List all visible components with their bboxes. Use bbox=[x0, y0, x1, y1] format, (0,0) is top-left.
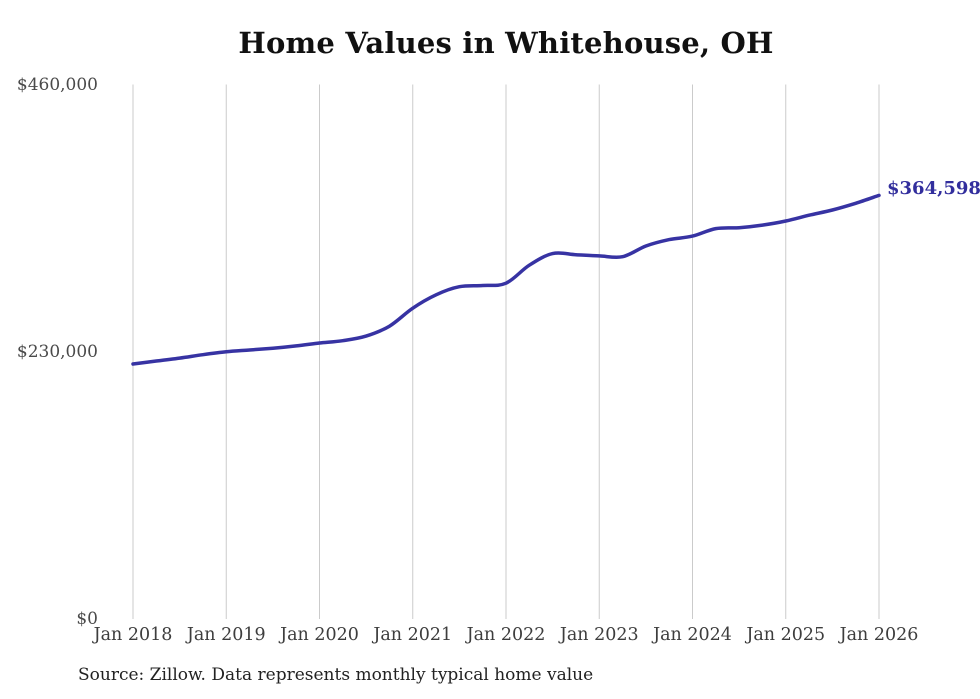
x-tick-label: Jan 2021 bbox=[373, 625, 453, 645]
source-note: Source: Zillow. Data represents monthly … bbox=[78, 665, 594, 685]
x-tick-label: Jan 2023 bbox=[559, 625, 639, 645]
y-tick-label: $460,000 bbox=[16, 74, 98, 95]
x-tick-label: Jan 2020 bbox=[280, 625, 359, 645]
y-tick-label: $0 bbox=[76, 609, 98, 629]
x-tick-label: Jan 2019 bbox=[186, 625, 266, 645]
latest-value-annotation: $364,598 bbox=[887, 178, 980, 200]
home-value-line bbox=[131, 193, 881, 366]
x-tick-label: Jan 2025 bbox=[746, 625, 826, 645]
x-tick-label: Jan 2026 bbox=[839, 625, 919, 645]
x-tick-label: Jan 2022 bbox=[466, 625, 546, 645]
y-tick-label: $230,000 bbox=[16, 341, 98, 362]
x-tick-label: Jan 2024 bbox=[653, 625, 732, 645]
x-tick-label: Jan 2018 bbox=[93, 625, 173, 645]
chart-title: Home Values in Whitehouse, OH bbox=[238, 26, 774, 60]
